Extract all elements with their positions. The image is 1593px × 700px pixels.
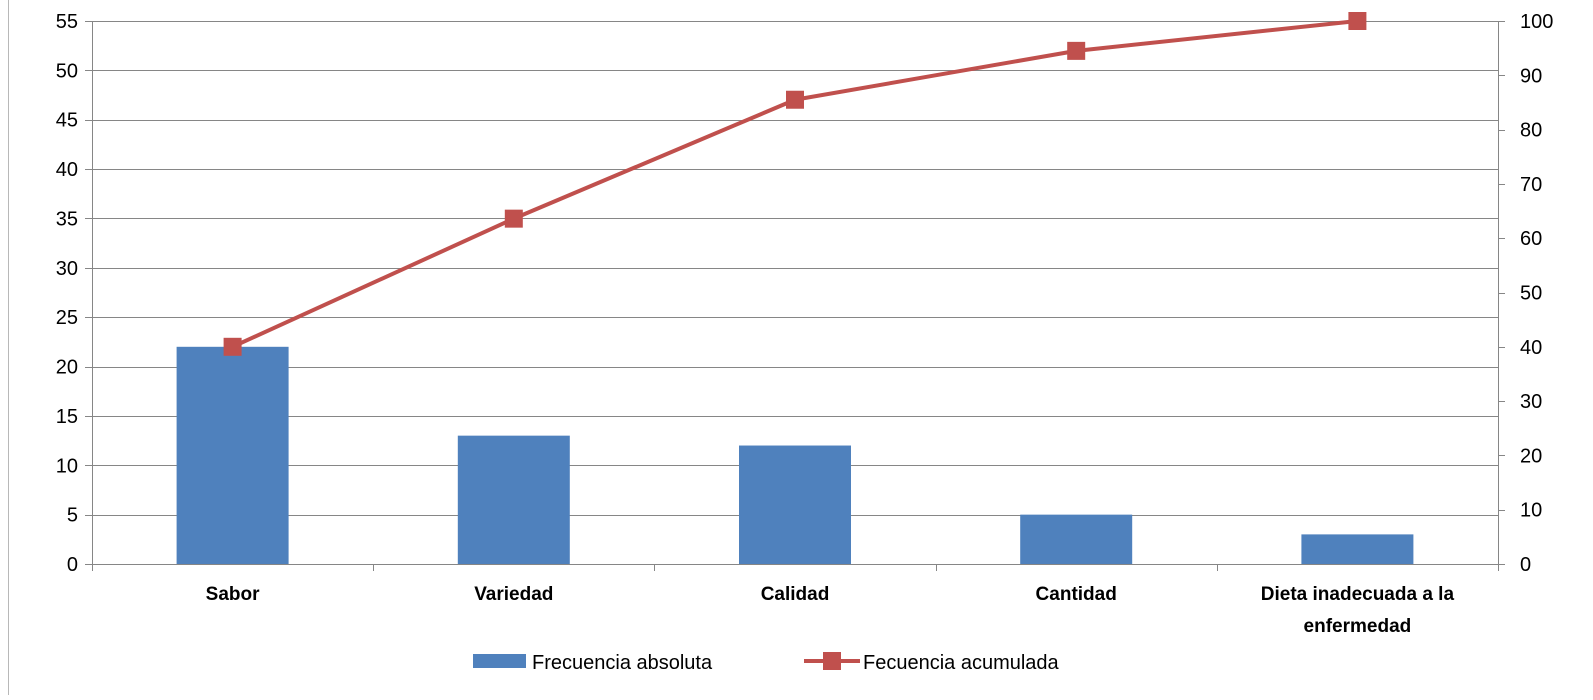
right-tick-label: 60 [1520,228,1542,250]
right-tick-label: 40 [1520,337,1542,359]
left-tick-label: 55 [56,11,78,33]
left-tick-label: 15 [56,406,78,428]
right-tick-label: 0 [1520,554,1531,576]
cumulative-line [231,19,1358,349]
right-tick-label: 20 [1520,445,1542,467]
bar-3 [739,445,851,564]
cumulative-marker-1 [223,337,242,356]
bar-4 [1020,514,1133,564]
left-tick-label: 10 [56,455,78,477]
right-tick-label: 100 [1520,11,1553,33]
cumulative-marker-2 [504,209,523,228]
category-label: Sabor [206,584,260,605]
left-tick-label: 35 [56,208,78,230]
legend-label-line: Fecuencia acumulada [863,652,1060,674]
left-tick-label: 40 [56,159,78,181]
cumulative-marker-4 [1067,41,1086,60]
bar-1 [176,346,289,564]
right-tick-label: 10 [1520,500,1542,522]
left-tick-label: 30 [56,258,78,280]
legend-swatch-bar [473,654,526,668]
bar-2 [457,435,570,564]
right-tick-label: 50 [1520,283,1542,305]
left-tick-label: 5 [67,505,78,527]
right-tick-label: 70 [1520,174,1542,196]
frame-border [8,0,9,695]
category-label: Cantidad [1036,584,1117,605]
category-label: Dieta inadecuada a la enfermedad [1261,584,1455,637]
left-tick-label: 25 [56,307,78,329]
cumulative-marker-5 [1348,12,1367,30]
category-label: Variedad [474,584,553,605]
left-tick-label: 45 [56,110,78,132]
bar-5 [1301,534,1414,564]
legend-label-bar: Frecuencia absoluta [532,652,713,674]
right-tick-label: 80 [1520,120,1542,142]
right-tick-label: 30 [1520,391,1542,413]
cumulative-marker-3 [786,90,804,109]
left-tick-label: 20 [56,357,78,379]
right-tick-label: 90 [1520,65,1542,87]
left-tick-label: 50 [56,60,78,82]
category-label: Calidad [761,584,830,605]
left-tick-label: 0 [67,554,78,576]
legend-swatch-marker [823,652,841,670]
